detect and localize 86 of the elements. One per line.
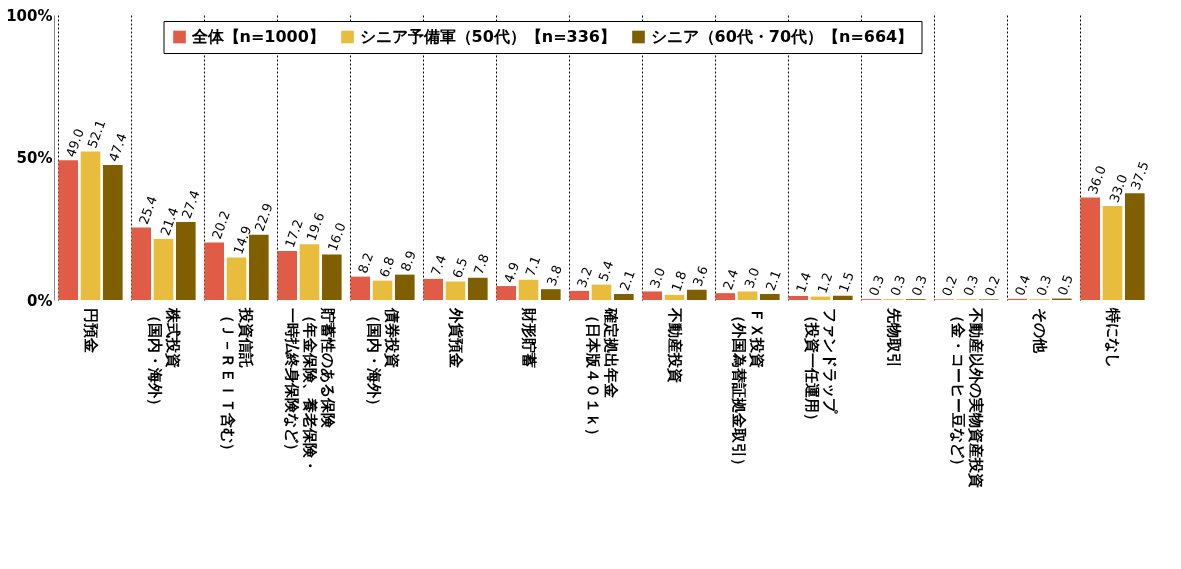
bar — [832, 295, 853, 300]
data-label: 0.5 — [1054, 272, 1076, 298]
bar — [518, 279, 539, 300]
x-tick-label: 貯蓄性のある保険（年金保険、養老保険・一時払終身保険など） — [282, 307, 337, 473]
x-tick-label: 外貨預金 — [446, 307, 465, 368]
x-tick-label: 特になし — [1103, 307, 1122, 368]
x-tick-label: 投資信託（Ｊ－ＲＥＩＴ含む） — [218, 307, 255, 458]
bar — [102, 164, 123, 300]
data-label: 8.2 — [354, 250, 377, 276]
data-label: 2.1 — [616, 268, 638, 293]
data-label: 3.2 — [573, 264, 596, 290]
data-label: 20.2 — [208, 208, 233, 242]
data-label: 3.0 — [646, 265, 669, 291]
x-tick-label: ファンドラップ（投資一任運用） — [802, 308, 839, 428]
y-tick-label: 50% — [16, 149, 53, 167]
bar — [759, 294, 780, 300]
legend-label: シニア（60代・70代）【n=664】 — [650, 27, 914, 46]
data-label: 49.0 — [62, 126, 87, 159]
data-label: 0.2 — [981, 273, 1003, 299]
bar — [321, 254, 342, 300]
bar — [277, 250, 298, 300]
bar — [613, 294, 634, 300]
bar — [686, 289, 707, 300]
x-tick-label: 財形貯蓄 — [519, 307, 538, 368]
legend-label: 全体【n=1000】 — [190, 27, 325, 46]
bar — [423, 278, 444, 300]
bar — [788, 296, 809, 300]
legend-label: シニア予備軍（50代）【n=336】 — [359, 27, 616, 46]
x-tick-label: 確定拠出年金（日本版４０１ｋ） — [583, 307, 620, 443]
x-tick-label: 先物取引 — [884, 307, 903, 368]
bar — [715, 293, 736, 300]
bar — [153, 239, 174, 300]
x-tick-label: 不動産投資 — [665, 307, 684, 383]
data-label: 17.2 — [281, 217, 306, 250]
data-label: 36.0 — [1084, 163, 1109, 197]
data-label: 8.9 — [397, 248, 419, 274]
data-label: 1.4 — [792, 270, 815, 295]
bar — [204, 242, 225, 300]
data-label: 3.8 — [543, 263, 565, 288]
bar — [642, 291, 663, 300]
data-label: 4.9 — [500, 260, 523, 285]
bar — [591, 284, 612, 300]
x-tick-label: 不動産以外の実物資産投資（金・コーヒー豆など） — [948, 307, 985, 488]
data-label: 1.5 — [835, 269, 857, 295]
bar — [664, 294, 685, 300]
bar — [445, 281, 466, 300]
bar — [1080, 197, 1101, 300]
x-tick-label: ＦＸ投資（外国為替証拠金取引） — [729, 308, 766, 473]
bar — [737, 291, 758, 300]
data-label: 25.4 — [135, 193, 160, 227]
data-label: 0.3 — [960, 273, 982, 298]
bar — [131, 227, 152, 300]
x-tick-label: その他 — [1030, 308, 1049, 354]
bar — [58, 160, 79, 300]
bar — [226, 257, 247, 300]
y-tick-label: 100% — [6, 6, 53, 25]
data-label: 0.3 — [887, 273, 909, 298]
data-label: 0.3 — [865, 273, 888, 298]
data-label: 1.2 — [814, 270, 836, 296]
bar — [394, 274, 415, 300]
data-label: 1.8 — [668, 268, 690, 294]
data-label: 0.3 — [908, 273, 930, 298]
data-label: 2.1 — [762, 268, 784, 293]
x-tick-label: 株式投資（国内・海外） — [145, 307, 182, 413]
data-label: 0.2 — [938, 273, 961, 299]
data-label: 3.6 — [689, 263, 711, 289]
x-tick-label: 円預金 — [81, 308, 100, 353]
bar — [467, 277, 488, 300]
bar — [372, 280, 393, 300]
data-label: 6.8 — [376, 254, 398, 280]
data-label: 0.4 — [1011, 272, 1034, 298]
data-label: 6.5 — [449, 255, 471, 281]
bar — [1102, 205, 1123, 300]
data-label: 2.4 — [719, 267, 742, 292]
data-label: 7.8 — [470, 251, 492, 277]
bar — [569, 290, 590, 300]
bar — [496, 286, 517, 300]
data-label: 7.1 — [522, 253, 544, 279]
data-label: 5.4 — [595, 258, 617, 284]
bar — [540, 289, 561, 300]
data-label: 3.0 — [741, 265, 763, 291]
data-label: 0.3 — [1033, 273, 1055, 298]
x-tick-label: 債券投資（国内・海外） — [364, 307, 401, 413]
y-tick-label: 0% — [27, 291, 53, 310]
data-label: 7.4 — [427, 252, 450, 278]
bar — [350, 276, 371, 300]
